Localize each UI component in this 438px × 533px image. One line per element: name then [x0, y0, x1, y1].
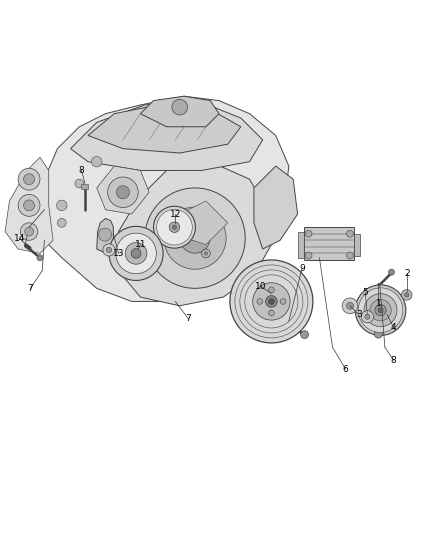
Text: 8: 8	[391, 356, 396, 365]
Polygon shape	[71, 101, 263, 171]
Circle shape	[157, 209, 192, 245]
Circle shape	[37, 255, 43, 261]
Circle shape	[173, 225, 177, 229]
Polygon shape	[35, 96, 289, 302]
Circle shape	[116, 233, 156, 274]
Circle shape	[24, 174, 35, 184]
FancyBboxPatch shape	[304, 227, 354, 260]
Circle shape	[300, 330, 308, 338]
Polygon shape	[97, 166, 149, 214]
FancyBboxPatch shape	[81, 184, 88, 189]
Circle shape	[358, 288, 403, 333]
Polygon shape	[254, 166, 297, 249]
Circle shape	[342, 298, 358, 313]
Circle shape	[405, 293, 409, 297]
Text: 14: 14	[14, 233, 25, 243]
Circle shape	[125, 243, 147, 264]
Circle shape	[364, 294, 397, 327]
Circle shape	[389, 269, 395, 275]
Polygon shape	[297, 231, 304, 258]
Circle shape	[204, 252, 208, 255]
Text: 7: 7	[186, 314, 191, 324]
Circle shape	[361, 311, 374, 323]
Circle shape	[180, 223, 210, 253]
Circle shape	[172, 99, 187, 115]
Circle shape	[201, 249, 210, 258]
Circle shape	[378, 308, 383, 313]
Circle shape	[164, 207, 226, 269]
Circle shape	[109, 227, 163, 280]
Circle shape	[374, 330, 382, 338]
Polygon shape	[180, 201, 228, 245]
Text: 10: 10	[255, 281, 266, 290]
Circle shape	[257, 298, 263, 304]
Polygon shape	[5, 157, 53, 253]
Circle shape	[370, 300, 391, 321]
Circle shape	[103, 244, 115, 256]
Circle shape	[280, 298, 286, 304]
Circle shape	[355, 285, 406, 335]
Circle shape	[253, 283, 290, 320]
Text: 11: 11	[134, 240, 146, 249]
Circle shape	[57, 200, 67, 211]
Circle shape	[20, 223, 38, 240]
Text: 9: 9	[299, 264, 305, 273]
Polygon shape	[119, 161, 272, 306]
Polygon shape	[354, 234, 360, 256]
Circle shape	[230, 260, 313, 343]
Text: 2: 2	[404, 269, 410, 278]
Circle shape	[268, 287, 274, 293]
Circle shape	[57, 219, 66, 227]
Polygon shape	[97, 219, 113, 252]
Text: 12: 12	[170, 209, 181, 219]
Circle shape	[346, 302, 353, 309]
Circle shape	[108, 177, 138, 207]
Circle shape	[279, 318, 289, 328]
Text: 13: 13	[113, 249, 124, 258]
Circle shape	[365, 314, 370, 319]
Text: 1: 1	[375, 299, 381, 308]
Circle shape	[268, 310, 274, 316]
Polygon shape	[141, 96, 219, 127]
Circle shape	[145, 188, 245, 288]
Text: 3: 3	[356, 310, 362, 319]
Circle shape	[75, 179, 84, 188]
Circle shape	[402, 289, 412, 300]
Circle shape	[305, 252, 312, 259]
Text: 4: 4	[391, 323, 396, 332]
Circle shape	[131, 248, 141, 259]
Circle shape	[346, 252, 353, 259]
Circle shape	[169, 222, 180, 232]
Text: 6: 6	[343, 365, 349, 374]
Circle shape	[117, 185, 130, 199]
Circle shape	[18, 195, 40, 216]
Circle shape	[99, 228, 112, 241]
Circle shape	[153, 206, 195, 248]
Text: 5: 5	[362, 288, 368, 297]
Circle shape	[305, 230, 312, 237]
Circle shape	[346, 230, 353, 237]
Circle shape	[24, 200, 35, 211]
Circle shape	[106, 247, 112, 253]
Polygon shape	[88, 105, 241, 153]
Circle shape	[268, 298, 274, 304]
Circle shape	[18, 168, 40, 190]
Text: 7: 7	[28, 284, 33, 293]
Circle shape	[92, 157, 102, 167]
Text: 8: 8	[78, 166, 85, 175]
Circle shape	[25, 227, 33, 236]
Circle shape	[265, 296, 277, 307]
Circle shape	[375, 304, 386, 316]
